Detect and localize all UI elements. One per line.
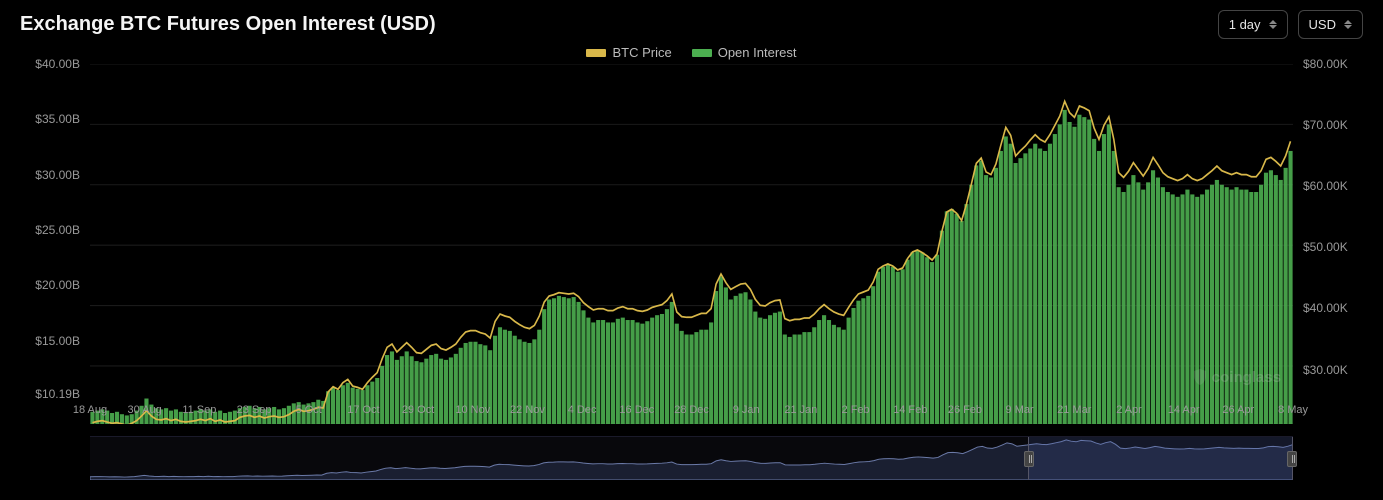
x-tick: 29 Oct xyxy=(402,404,434,416)
currency-selector[interactable]: USD xyxy=(1298,10,1363,39)
x-tick: 14 Apr xyxy=(1168,404,1200,416)
range-navigator[interactable] xyxy=(90,436,1293,480)
x-tick: 10 Nov xyxy=(455,404,490,416)
y-left-tick: $20.00B xyxy=(20,278,80,292)
y-left-tick: $30.00B xyxy=(20,168,80,182)
navigator-handle-right[interactable] xyxy=(1287,451,1297,467)
plot-area[interactable]: 18 Aug30 Aug11 Sep23 Sep5 Oct17 Oct29 Oc… xyxy=(90,64,1293,424)
y-axis-left: $10.19B$15.00B$20.00B$25.00B$30.00B$35.0… xyxy=(20,64,80,394)
y-left-tick: $10.19B xyxy=(20,387,80,401)
y-left-tick: $25.00B xyxy=(20,223,80,237)
legend-swatch xyxy=(692,49,712,57)
x-tick: 30 Aug xyxy=(128,404,162,416)
navigator-window[interactable] xyxy=(1028,437,1293,480)
navigator-handle-left[interactable] xyxy=(1024,451,1034,467)
x-tick: 22 Nov xyxy=(510,404,545,416)
x-tick: 23 Sep xyxy=(237,404,272,416)
currency-selector-label: USD xyxy=(1309,17,1336,32)
x-tick: 21 Jan xyxy=(784,404,817,416)
y-axis-right: $30.00K$40.00K$50.00K$60.00K$70.00K$80.0… xyxy=(1303,64,1363,394)
legend-swatch xyxy=(586,49,606,57)
x-tick: 16 Dec xyxy=(619,404,654,416)
x-tick: 17 Oct xyxy=(347,404,379,416)
y-left-tick: $15.00B xyxy=(20,334,80,348)
x-tick: 11 Sep xyxy=(182,404,216,416)
y-right-tick: $30.00K xyxy=(1303,363,1363,377)
y-right-tick: $50.00K xyxy=(1303,240,1363,254)
y-right-tick: $60.00K xyxy=(1303,179,1363,193)
x-tick: 18 Aug xyxy=(73,404,107,416)
y-right-tick: $80.00K xyxy=(1303,57,1363,71)
period-selector-label: 1 day xyxy=(1229,17,1261,32)
x-tick: 28 Dec xyxy=(674,404,709,416)
legend-label: Open Interest xyxy=(718,45,797,60)
x-tick: 21 Mar xyxy=(1057,404,1091,416)
x-tick: 14 Feb xyxy=(893,404,927,416)
x-tick: 4 Dec xyxy=(568,404,597,416)
main-chart[interactable]: $10.19B $15.00B $20.00B $25.00B $30.00B $35.0… xyxy=(20,64,1363,424)
x-tick: 5 Oct xyxy=(296,404,322,416)
y-right-tick: $70.00K xyxy=(1303,118,1363,132)
x-tick: 9 Mar xyxy=(1006,404,1034,416)
y-left-tick: $35.00B xyxy=(20,112,80,126)
x-tick: 2 Apr xyxy=(1116,404,1142,416)
x-tick: 2 Feb xyxy=(841,404,869,416)
x-tick: 9 Jan xyxy=(733,404,760,416)
x-tick: 26 Apr xyxy=(1222,404,1254,416)
y-right-tick: $40.00K xyxy=(1303,301,1363,315)
chevron-updown-icon xyxy=(1269,20,1277,29)
chart-legend: BTC Price Open Interest xyxy=(0,45,1383,60)
y-left-tick: $40.00B xyxy=(20,57,80,71)
x-axis: 18 Aug30 Aug11 Sep23 Sep5 Oct17 Oct29 Oc… xyxy=(90,398,1293,428)
plot-svg xyxy=(90,64,1293,424)
x-tick: 8 May xyxy=(1278,404,1308,416)
period-selector[interactable]: 1 day xyxy=(1218,10,1288,39)
x-tick: 26 Feb xyxy=(948,404,982,416)
legend-item-btc-price[interactable]: BTC Price xyxy=(586,45,671,60)
controls: 1 day USD xyxy=(1218,10,1363,39)
page-title: Exchange BTC Futures Open Interest (USD) xyxy=(20,13,436,36)
legend-label: BTC Price xyxy=(612,45,671,60)
chevron-updown-icon xyxy=(1344,20,1352,29)
legend-item-open-interest[interactable]: Open Interest xyxy=(692,45,797,60)
